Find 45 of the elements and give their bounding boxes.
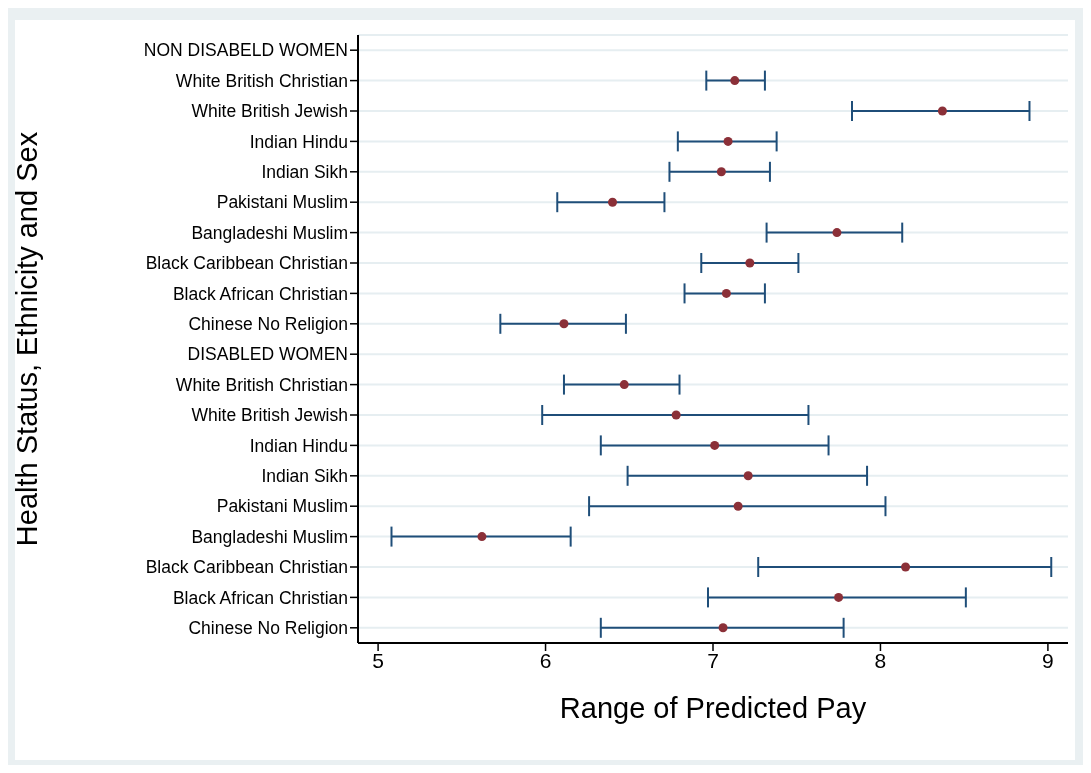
point — [710, 440, 720, 450]
point — [716, 167, 726, 177]
y-tick-label: NON DISABELD WOMEN — [143, 40, 348, 61]
y-tick-label: Chinese No Religion — [188, 314, 348, 335]
x-axis-title: Range of Predicted Pay — [559, 692, 867, 724]
y-tick-label: Pakistani Muslim — [216, 192, 348, 213]
y-tick-label: White British Christian — [175, 374, 348, 395]
y-tick-label: White British Jewish — [191, 405, 348, 426]
y-tick-label: White British Christian — [175, 70, 348, 91]
point — [559, 319, 569, 329]
point — [733, 501, 743, 511]
point — [730, 76, 740, 86]
x-tick-label: 9 — [1042, 648, 1054, 672]
y-tick-label: Indian Sikh — [261, 466, 348, 487]
point — [745, 258, 755, 268]
y-tick-label: Black Caribbean Christian — [145, 557, 348, 578]
point — [832, 228, 842, 238]
y-tick-label: DISABLED WOMEN — [187, 344, 348, 365]
y-tick-label: Indian Hindu — [249, 131, 348, 152]
point — [834, 592, 844, 602]
point — [718, 623, 728, 633]
point — [477, 532, 487, 542]
y-tick-label: Bangladeshi Muslim — [191, 222, 348, 243]
y-tick-label: Bangladeshi Muslim — [191, 526, 348, 547]
y-tick-label: Black Caribbean Christian — [145, 253, 348, 274]
point — [671, 410, 681, 420]
y-tick-label: Black African Christian — [172, 283, 348, 304]
point — [608, 197, 618, 207]
point — [619, 380, 629, 390]
y-axis-title: Health Status, Ethnicity and Sex — [11, 131, 44, 547]
y-tick-label: Indian Hindu — [249, 435, 348, 456]
y-tick-label: Chinese No Religion — [188, 618, 348, 639]
point — [937, 106, 947, 116]
x-tick-label: 8 — [874, 648, 887, 672]
y-tick-label: Black African Christian — [172, 587, 348, 608]
point — [723, 136, 733, 146]
y-tick-label: White British Jewish — [191, 101, 348, 122]
point — [721, 288, 731, 298]
x-tick-label: 6 — [539, 648, 552, 672]
point — [743, 471, 753, 481]
point — [901, 562, 911, 572]
y-tick-label: Indian Sikh — [261, 162, 348, 183]
y-tick-label: Pakistani Muslim — [216, 496, 348, 517]
x-tick-label: 5 — [372, 648, 384, 672]
x-tick-label: 7 — [707, 648, 719, 672]
